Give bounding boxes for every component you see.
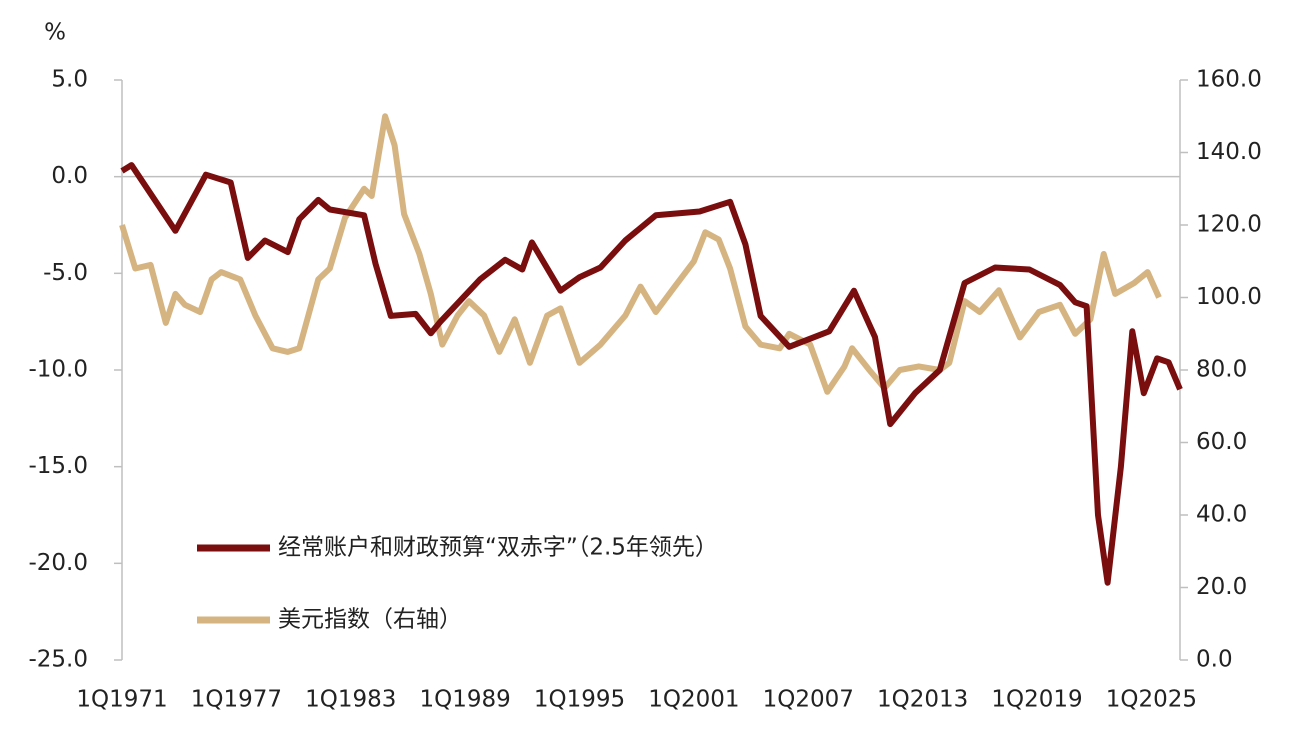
y-tick-label: -10.0	[28, 357, 88, 383]
y2-tick-label: 60.0	[1196, 429, 1247, 455]
x-tick-label: 1Q1977	[191, 687, 282, 713]
y2-tick-label: 20.0	[1196, 574, 1247, 600]
y-tick-label: -20.0	[28, 550, 88, 576]
y-tick-label: 0.0	[51, 163, 88, 189]
y-tick-label: -5.0	[43, 260, 88, 286]
x-tick-label: 1Q1989	[419, 687, 510, 713]
y2-tick-label: 80.0	[1196, 357, 1247, 383]
y-axis-label: %	[44, 20, 66, 46]
y-tick-label: -15.0	[28, 453, 88, 479]
x-tick-label: 1Q2001	[648, 687, 739, 713]
x-tick-label: 1Q2013	[877, 687, 968, 713]
y2-tick-label: 40.0	[1196, 502, 1247, 528]
y2-tick-label: 0.0	[1196, 647, 1233, 673]
series-line	[119, 113, 1162, 395]
x-tick-label: 1Q1995	[534, 687, 625, 713]
y2-tick-label: 140.0	[1196, 139, 1262, 165]
x-tick-label: 1Q2007	[763, 687, 854, 713]
y2-tick-label: 120.0	[1196, 212, 1262, 238]
y2-tick-label: 160.0	[1196, 67, 1262, 93]
x-tick-label: 1Q2019	[991, 687, 1082, 713]
y-tick-label: 5.0	[51, 67, 88, 93]
y-tick-label: -25.0	[28, 647, 88, 673]
legend-label: 美元指数（右轴）	[278, 607, 462, 633]
y2-tick-label: 100.0	[1196, 284, 1262, 310]
x-tick-label: 1Q1983	[305, 687, 396, 713]
x-tick-label: 1Q1971	[76, 687, 167, 713]
series-line	[120, 162, 1183, 586]
legend-label: 经常账户和财政预算“双赤字”（2.5年领先）	[278, 535, 718, 561]
x-tick-label: 1Q2025	[1106, 687, 1197, 713]
